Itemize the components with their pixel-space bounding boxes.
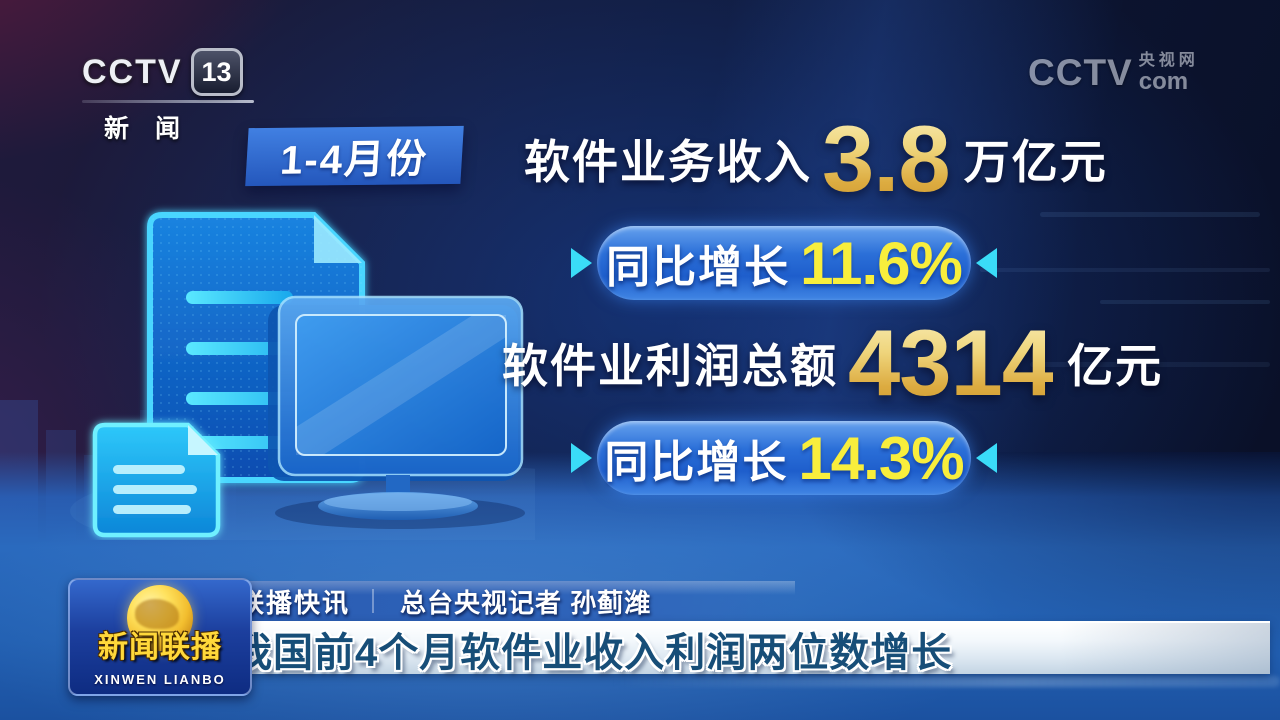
channel-number-chip: 13 bbox=[190, 48, 243, 96]
channel-number: 13 bbox=[201, 56, 232, 87]
watermark-brand: CCTV bbox=[1028, 52, 1133, 93]
growth-value: 14.3% bbox=[798, 424, 964, 492]
documents-monitor-illustration bbox=[70, 212, 535, 540]
period-badge: 1-4月份 bbox=[245, 125, 464, 187]
growth-pill: 同比增长 11.6% bbox=[597, 226, 971, 300]
separator bbox=[372, 589, 375, 613]
cctvcom-watermark: CCTV 央视网 com bbox=[1028, 52, 1199, 94]
growth-label: 同比增长 bbox=[606, 243, 791, 292]
program-title: 新闻联播 bbox=[98, 631, 222, 664]
program-subtitle: XINWEN LIANBO bbox=[94, 672, 226, 687]
info-bar: 联播快讯 总台央视记者 孙蓟潍 bbox=[220, 581, 795, 621]
growth-value: 11.6% bbox=[800, 229, 963, 297]
watermark-domain: com bbox=[1138, 67, 1189, 95]
bug-underline bbox=[82, 100, 254, 103]
stat-value: 3.8 bbox=[822, 106, 951, 211]
arrow-right-icon bbox=[571, 248, 592, 278]
arrow-left-icon bbox=[976, 248, 997, 278]
stat-unit: 万亿元 bbox=[963, 136, 1108, 188]
background-streak bbox=[1040, 212, 1260, 217]
headline-bar: 我国前4个月软件业收入利润两位数增长 bbox=[220, 621, 1270, 675]
news-category: 联播快讯 bbox=[238, 587, 351, 618]
floor-highlight bbox=[610, 676, 1280, 687]
watermark-site-name: 央视网 bbox=[1138, 51, 1199, 69]
stat-line-revenue: 软件业务收入 3.8 万亿元 bbox=[524, 104, 1108, 214]
globe-icon bbox=[127, 585, 193, 651]
arrow-left-icon bbox=[976, 443, 997, 473]
background-streak bbox=[980, 268, 1270, 272]
background-streak bbox=[1030, 362, 1270, 367]
reporter-credit: 总台央视记者 孙蓟潍 bbox=[400, 587, 652, 618]
monitor-icon bbox=[268, 295, 524, 520]
growth-row-profit: 同比增长 14.3% bbox=[571, 421, 997, 495]
growth-label: 同比增长 bbox=[604, 438, 789, 487]
stat-unit: 亿元 bbox=[1067, 340, 1164, 392]
stat-label: 软件业利润总额 bbox=[502, 340, 838, 392]
growth-row-revenue: 同比增长 11.6% bbox=[571, 226, 997, 300]
stat-value: 4314 bbox=[848, 310, 1054, 415]
stat-line-profit: 软件业利润总额 4314 亿元 bbox=[502, 308, 1163, 418]
channel-name: 新闻 bbox=[104, 115, 207, 143]
cctv13-channel-bug: CCTV 13 新闻 bbox=[82, 48, 254, 145]
growth-pill: 同比增长 14.3% bbox=[597, 421, 971, 495]
small-document-icon bbox=[92, 422, 221, 538]
stat-label: 软件业务收入 bbox=[524, 136, 812, 188]
background-streak bbox=[1100, 300, 1270, 304]
arrow-right-icon bbox=[571, 443, 592, 473]
headline-text: 我国前4个月软件业收入利润两位数增长 bbox=[232, 630, 953, 675]
xinwen-lianbo-logo: 新闻联播 XINWEN LIANBO bbox=[68, 578, 252, 696]
cctv-logo-text: CCTV bbox=[82, 52, 183, 91]
